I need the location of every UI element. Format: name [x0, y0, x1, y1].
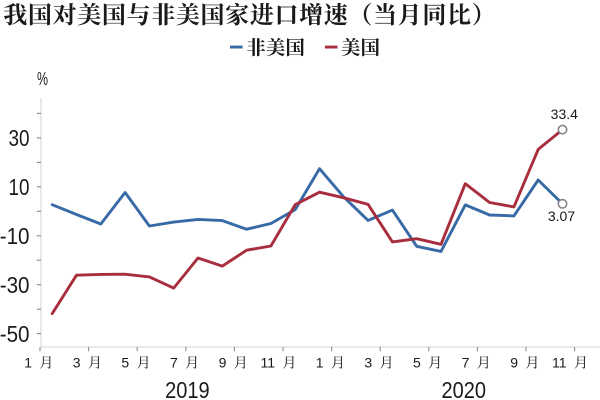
svg-text:1: 1 — [24, 355, 32, 371]
svg-text:30: 30 — [9, 125, 30, 151]
svg-text:7: 7 — [462, 355, 470, 371]
svg-text:%: % — [37, 68, 48, 89]
svg-text:10: 10 — [9, 174, 30, 200]
svg-text:33.4: 33.4 — [551, 106, 578, 122]
svg-text:-50: -50 — [0, 321, 30, 347]
svg-text:3.07: 3.07 — [548, 208, 575, 224]
svg-text:9: 9 — [219, 355, 227, 371]
svg-text:9: 9 — [510, 355, 518, 371]
svg-text:11: 11 — [552, 355, 567, 371]
svg-text:2019: 2019 — [165, 377, 210, 400]
svg-text:5: 5 — [413, 355, 421, 371]
svg-text:3: 3 — [73, 355, 81, 371]
svg-text:3: 3 — [364, 355, 372, 371]
svg-text:2020: 2020 — [442, 377, 487, 400]
svg-text:5: 5 — [121, 355, 129, 371]
svg-text:1: 1 — [316, 355, 324, 371]
svg-text:11: 11 — [260, 355, 275, 371]
svg-text:7: 7 — [170, 355, 178, 371]
svg-text:-30: -30 — [0, 272, 30, 298]
svg-text:-10: -10 — [0, 223, 30, 249]
